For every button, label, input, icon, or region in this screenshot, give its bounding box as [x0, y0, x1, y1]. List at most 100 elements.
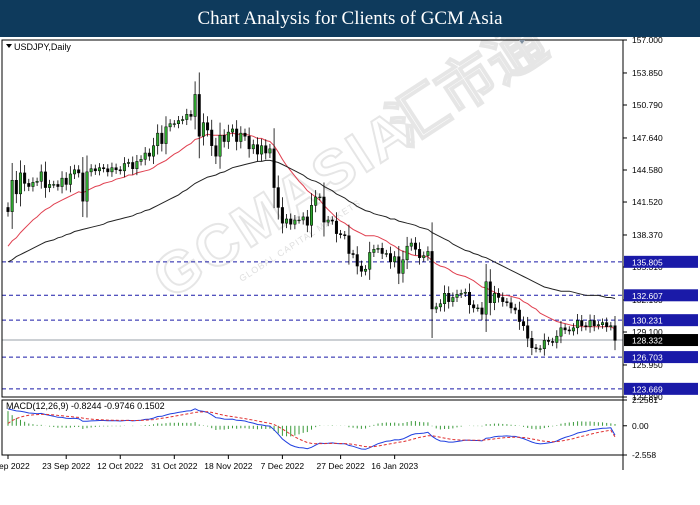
candle	[347, 224, 351, 265]
candle	[551, 337, 555, 347]
candle	[538, 345, 542, 353]
candle-body-up	[152, 145, 156, 157]
shift-marker-icon	[519, 40, 525, 44]
candle	[505, 297, 509, 307]
candle-body-down	[64, 177, 68, 185]
candle-body-up	[459, 293, 463, 295]
candle	[422, 251, 426, 262]
candle	[251, 139, 255, 154]
candle	[77, 165, 81, 178]
candle	[147, 148, 151, 161]
candle-body-down	[280, 207, 284, 224]
x-tick-label: 7 Dec 2022	[261, 461, 305, 471]
candle-body-down	[264, 145, 268, 154]
level-label-box	[624, 382, 698, 395]
candle-body-down	[106, 168, 110, 173]
candle-body-down	[43, 171, 47, 188]
chart-svg: GCMASIA GLOBAL CAPITAL MARKETS 汇市通 157.0…	[0, 8, 698, 471]
candle	[484, 264, 488, 332]
candle	[201, 113, 205, 146]
candle	[571, 323, 575, 336]
candle-body-down	[501, 297, 505, 302]
candle-body-down	[118, 169, 122, 172]
candle	[226, 124, 230, 149]
candle	[189, 110, 193, 121]
candle	[23, 165, 27, 192]
candle-body-down	[322, 196, 326, 223]
candle	[596, 321, 600, 330]
level-label: 126.703	[632, 353, 663, 363]
candle-body-down	[330, 219, 334, 222]
candle	[293, 214, 297, 230]
candle-body-up	[226, 131, 230, 142]
candle-body-down	[235, 128, 239, 142]
candle-body-down	[81, 172, 85, 202]
candle	[472, 300, 476, 313]
candle	[418, 242, 422, 265]
candle	[459, 289, 463, 298]
symbol-menu-icon[interactable]	[6, 44, 12, 48]
candle-body-down	[334, 220, 338, 234]
candle-body-up	[201, 122, 205, 137]
candle-body-down	[359, 265, 363, 272]
y-tick-label: 129.100	[632, 327, 663, 337]
candle	[106, 164, 110, 177]
candle-body-down	[605, 322, 609, 328]
candle-body-down	[289, 218, 293, 225]
candle	[334, 212, 338, 243]
candle-body-up	[571, 327, 575, 332]
candle	[127, 158, 131, 168]
macd-series	[7, 408, 616, 450]
candle	[497, 288, 501, 303]
candle	[384, 249, 388, 258]
candle-body-down	[56, 184, 60, 187]
candle	[93, 164, 97, 175]
candle	[231, 124, 235, 137]
candle-body-down	[114, 167, 118, 171]
candle	[576, 314, 580, 335]
candle	[255, 137, 259, 162]
candle	[509, 297, 513, 314]
candle	[218, 122, 222, 169]
candle-body-up	[172, 123, 176, 125]
candle	[530, 330, 534, 356]
x-tick-label: 27 Dec 2022	[317, 461, 365, 471]
candle-body-up	[293, 219, 297, 225]
candle	[567, 326, 571, 335]
candle	[322, 182, 326, 237]
candle	[580, 314, 584, 332]
candle-body-up	[576, 320, 580, 329]
candle	[588, 314, 592, 333]
candle	[39, 164, 43, 189]
candle	[214, 137, 218, 165]
candle	[526, 316, 530, 348]
candle	[559, 320, 563, 344]
candle	[488, 269, 492, 316]
candle-body-down	[418, 249, 422, 258]
candle-body-up	[301, 216, 305, 221]
candle-body-down	[243, 132, 247, 137]
candle-body-up	[492, 293, 496, 303]
candle	[326, 215, 330, 227]
candle	[27, 178, 31, 192]
candle-body-down	[388, 253, 392, 263]
candle	[31, 177, 35, 192]
candle	[35, 177, 39, 187]
x-tick-label: 18 Nov 2022	[204, 461, 252, 471]
candle	[272, 128, 276, 209]
candle-body-down	[505, 301, 509, 303]
candle-body-down	[567, 329, 571, 332]
candle	[330, 216, 334, 225]
candle-body-down	[305, 216, 309, 226]
watermark-brand: GCMASIA	[142, 96, 425, 311]
candle-body-up	[239, 132, 243, 142]
candle	[193, 81, 197, 130]
candle	[43, 161, 47, 198]
candle-body-down	[563, 327, 567, 331]
candle	[285, 213, 289, 229]
candle	[476, 304, 480, 312]
candle	[380, 242, 384, 260]
candle-body-down	[23, 172, 27, 184]
candle	[513, 303, 517, 315]
candle	[280, 197, 284, 234]
